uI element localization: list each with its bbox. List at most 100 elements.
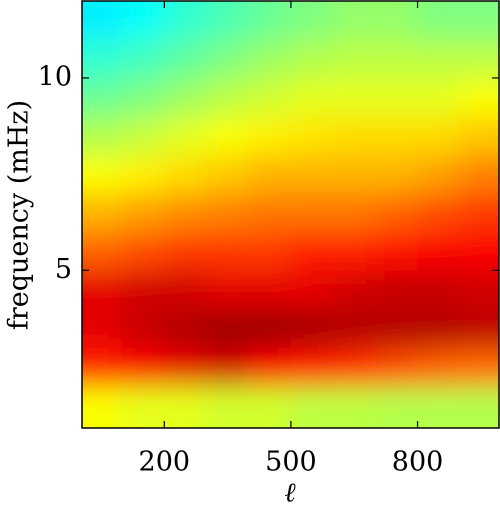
heat-cell: [459, 77, 499, 117]
heat-cell: [248, 347, 292, 387]
heat-cell: [206, 347, 250, 387]
heat-cell: [248, 154, 292, 194]
heat-cell: [248, 308, 292, 348]
heat-cell: [122, 1, 165, 40]
heat-cell: [82, 308, 123, 348]
x-tick-label: 800: [392, 447, 444, 478]
heat-cell: [459, 116, 499, 156]
heat-cell: [417, 39, 461, 79]
heat-cell: [164, 347, 208, 387]
y-tick-label: 5: [55, 254, 72, 285]
heat-cell: [333, 77, 376, 117]
heat-cell: [375, 39, 419, 79]
heat-cell: [206, 385, 250, 428]
heat-cell: [164, 308, 208, 348]
heat-cell: [82, 385, 123, 428]
heat-cell: [248, 231, 292, 271]
heat-cell: [333, 347, 376, 387]
heat-cell: [417, 231, 461, 271]
heat-cell: [122, 154, 165, 194]
heat-cell: [122, 308, 165, 348]
heat-cell: [164, 77, 208, 117]
heat-cell: [375, 77, 419, 117]
heat-cell: [164, 154, 208, 194]
heat-cell: [459, 270, 499, 310]
plot-area: [82, 1, 499, 428]
heat-cell: [459, 308, 499, 348]
heat-cell: [417, 347, 461, 387]
heat-cell: [206, 270, 250, 310]
heat-cell: [164, 1, 208, 40]
heat-cell: [375, 385, 419, 428]
heat-cell: [248, 1, 292, 40]
heat-cell: [333, 154, 376, 194]
heat-cell: [122, 270, 165, 310]
heatmap: [82, 1, 499, 428]
heat-cell: [82, 154, 123, 194]
heat-cell: [333, 1, 376, 40]
heat-cell: [417, 1, 461, 40]
heat-cell: [164, 39, 208, 79]
heat-cell: [417, 385, 461, 428]
heat-cell: [164, 116, 208, 156]
heat-cell: [122, 385, 165, 428]
heat-cell: [290, 154, 334, 194]
heat-cell: [333, 308, 376, 348]
heat-cell: [290, 39, 334, 79]
heat-cell: [290, 116, 334, 156]
heat-cell: [206, 193, 250, 233]
heat-cell: [333, 385, 376, 428]
heat-cell: [82, 270, 123, 310]
heat-cell: [122, 116, 165, 156]
heat-cell: [82, 39, 123, 79]
heat-cell: [290, 385, 334, 428]
heat-cell: [375, 116, 419, 156]
heat-cell: [122, 347, 165, 387]
heat-cell: [206, 308, 250, 348]
heat-cell: [375, 193, 419, 233]
heat-cell: [459, 1, 499, 40]
heat-cell: [459, 347, 499, 387]
heat-cell: [290, 270, 334, 310]
heat-cell: [206, 116, 250, 156]
heat-cell: [206, 39, 250, 79]
heat-cell: [206, 154, 250, 194]
heat-cell: [417, 270, 461, 310]
x-tick-label: 500: [265, 447, 317, 478]
heat-cell: [206, 77, 250, 117]
heat-cell: [417, 308, 461, 348]
heat-cell: [333, 193, 376, 233]
heat-cell: [164, 231, 208, 271]
heat-cell: [82, 77, 123, 117]
heat-cell: [290, 231, 334, 271]
heat-cell: [290, 1, 334, 40]
heat-cell: [122, 77, 165, 117]
heat-cell: [82, 116, 123, 156]
heat-cell: [417, 193, 461, 233]
heat-cell: [290, 308, 334, 348]
heat-cell: [248, 270, 292, 310]
heat-cell: [375, 270, 419, 310]
heat-cell: [333, 116, 376, 156]
x-axis-label: ℓ: [284, 478, 296, 507]
heat-cell: [248, 385, 292, 428]
heat-cell: [459, 385, 499, 428]
heat-cell: [375, 308, 419, 348]
heat-cell: [82, 347, 123, 387]
heat-cell: [122, 193, 165, 233]
y-axis-label: frequency (mHz): [4, 100, 35, 330]
heat-cell: [459, 154, 499, 194]
axes: 200 500 800 5 10: [38, 1, 499, 478]
heat-cell: [333, 231, 376, 271]
heat-cell: [122, 231, 165, 271]
heat-cell: [164, 193, 208, 233]
heat-cell: [164, 270, 208, 310]
heat-cell: [290, 193, 334, 233]
heat-cell: [248, 116, 292, 156]
heat-cell: [248, 77, 292, 117]
heat-cell: [417, 154, 461, 194]
heat-cell: [82, 231, 123, 271]
heat-cell: [417, 77, 461, 117]
y-tick-label: 10: [38, 61, 72, 92]
heat-cell: [290, 77, 334, 117]
